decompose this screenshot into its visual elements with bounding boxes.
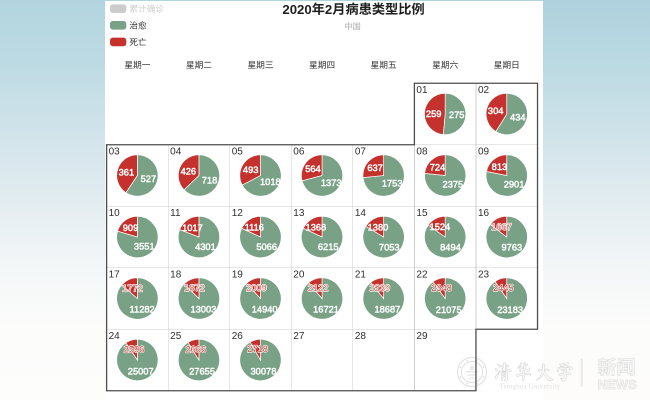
- svg-text:2239: 2239: [369, 283, 390, 293]
- svg-text:2445: 2445: [493, 283, 514, 293]
- svg-text:493: 493: [243, 165, 259, 175]
- svg-text:24: 24: [109, 331, 121, 342]
- svg-text:14: 14: [355, 208, 367, 219]
- svg-text:1872: 1872: [184, 283, 205, 293]
- svg-text:13003: 13003: [190, 304, 216, 314]
- svg-text:1373: 1373: [321, 178, 342, 188]
- svg-text:9763: 9763: [501, 243, 522, 253]
- svg-text:1667: 1667: [491, 222, 512, 232]
- svg-text:2009: 2009: [246, 283, 267, 293]
- svg-text:01: 01: [416, 85, 428, 96]
- svg-text:718: 718: [202, 175, 218, 185]
- svg-text:2375: 2375: [443, 179, 464, 189]
- svg-text:8494: 8494: [440, 243, 461, 253]
- svg-text:29: 29: [416, 331, 428, 342]
- svg-text:03: 03: [109, 146, 121, 157]
- svg-text:18: 18: [170, 269, 182, 280]
- svg-text:813: 813: [492, 162, 508, 172]
- svg-text:10: 10: [109, 208, 121, 219]
- svg-text:2718: 2718: [247, 344, 268, 354]
- svg-text:2122: 2122: [308, 283, 329, 293]
- svg-text:Tsinghua University: Tsinghua University: [500, 383, 561, 391]
- svg-text:17: 17: [109, 269, 121, 280]
- svg-text:1116: 1116: [245, 223, 264, 233]
- svg-text:09: 09: [478, 146, 490, 157]
- svg-text:1380: 1380: [368, 222, 389, 232]
- svg-text:6215: 6215: [318, 242, 339, 252]
- svg-text:564: 564: [305, 164, 321, 174]
- svg-text:2666: 2666: [185, 344, 206, 354]
- svg-text:3551: 3551: [134, 242, 155, 252]
- svg-text:26: 26: [232, 331, 244, 342]
- svg-text:05: 05: [232, 146, 244, 157]
- svg-text:11282: 11282: [130, 304, 155, 314]
- svg-text:25: 25: [170, 331, 182, 342]
- svg-text:1753: 1753: [382, 179, 403, 189]
- svg-text:2901: 2901: [504, 180, 525, 190]
- svg-text:2596: 2596: [124, 344, 145, 354]
- svg-text:16721: 16721: [313, 305, 339, 315]
- svg-text:1017: 1017: [182, 223, 203, 233]
- svg-text:361: 361: [119, 168, 135, 178]
- svg-text:637: 637: [367, 163, 383, 173]
- svg-text:13: 13: [293, 208, 305, 219]
- svg-text:1524: 1524: [430, 222, 451, 232]
- svg-text:5066: 5066: [256, 242, 277, 252]
- svg-text:434: 434: [510, 112, 526, 122]
- svg-text:28: 28: [355, 331, 367, 342]
- svg-text:1018: 1018: [260, 177, 281, 187]
- svg-text:23183: 23183: [497, 305, 523, 315]
- svg-text:20: 20: [293, 269, 305, 280]
- svg-text:426: 426: [181, 166, 197, 176]
- svg-text:06: 06: [293, 146, 305, 157]
- svg-text:2020: 2020: [282, 2, 311, 17]
- svg-text:14940: 14940: [252, 305, 278, 315]
- svg-text:19: 19: [232, 269, 244, 280]
- svg-text:16: 16: [478, 208, 490, 219]
- svg-text:25007: 25007: [128, 366, 154, 376]
- svg-text:1368: 1368: [306, 223, 327, 233]
- svg-text:4301: 4301: [195, 242, 216, 252]
- svg-text:7053: 7053: [379, 242, 400, 252]
- svg-text:21: 21: [355, 269, 367, 280]
- svg-text:23: 23: [478, 269, 490, 280]
- svg-text:NEWS: NEWS: [598, 377, 638, 392]
- svg-text:18687: 18687: [374, 305, 400, 315]
- svg-text:2348: 2348: [431, 283, 452, 293]
- svg-text:724: 724: [430, 162, 446, 172]
- svg-text:30078: 30078: [251, 366, 277, 376]
- svg-text:1772: 1772: [122, 283, 143, 293]
- svg-text:04: 04: [170, 146, 182, 157]
- svg-text:27655: 27655: [189, 366, 215, 376]
- svg-text:22: 22: [416, 269, 428, 280]
- svg-text:909: 909: [123, 223, 139, 233]
- svg-text:275: 275: [449, 110, 465, 120]
- svg-text:2: 2: [325, 2, 332, 17]
- svg-text:11: 11: [170, 208, 181, 219]
- svg-text:12: 12: [232, 208, 244, 219]
- svg-text:02: 02: [478, 85, 490, 96]
- svg-text:259: 259: [426, 109, 442, 119]
- svg-text:304: 304: [488, 106, 504, 116]
- svg-text:527: 527: [141, 174, 157, 184]
- svg-text:27: 27: [293, 331, 305, 342]
- svg-text:21075: 21075: [436, 305, 462, 315]
- svg-text:07: 07: [355, 146, 367, 157]
- svg-text:08: 08: [416, 146, 428, 157]
- svg-text:15: 15: [416, 208, 428, 219]
